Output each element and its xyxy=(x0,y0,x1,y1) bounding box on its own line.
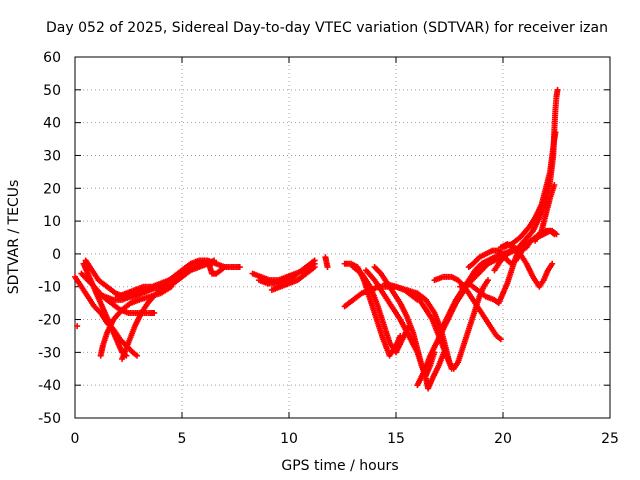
tick-labels: -50 -40 -30 -20 -10 0 10 20 30 40 50 60 0 5 10 15 20 25 xyxy=(38,50,619,447)
chart-title: Day 052 of 2025, Sidereal Day-to-day VTE… xyxy=(46,20,608,36)
y-tick-label: 50 xyxy=(43,83,61,99)
axis-ticks xyxy=(74,56,611,419)
data-point xyxy=(497,336,504,343)
data-point xyxy=(74,323,81,330)
y-tick-label: -10 xyxy=(38,280,61,296)
y-tick-label: 0 xyxy=(52,247,61,263)
y-tick-label: 40 xyxy=(43,116,61,132)
y-tick-label: 20 xyxy=(43,181,61,197)
x-tick-label: 20 xyxy=(494,431,512,447)
data-point xyxy=(485,277,492,284)
y-axis-label: SDTVAR / TECUs xyxy=(6,180,22,295)
grid-lines xyxy=(75,57,610,418)
x-tick-label: 25 xyxy=(601,431,619,447)
data-point xyxy=(549,260,556,267)
data-point xyxy=(553,231,560,238)
y-tick-label: 10 xyxy=(43,214,61,230)
y-tick-label: -30 xyxy=(38,345,61,361)
data-point xyxy=(448,365,455,372)
data-point xyxy=(236,264,243,271)
plot-frame xyxy=(74,56,611,419)
data-point xyxy=(554,86,561,93)
x-tick-label: 15 xyxy=(387,431,405,447)
y-tick-label: -40 xyxy=(38,378,61,394)
data-point xyxy=(311,264,318,271)
y-tick-label: 30 xyxy=(43,148,61,164)
y-tick-label: -50 xyxy=(38,411,61,427)
data-point xyxy=(324,264,331,271)
data-point xyxy=(551,181,558,188)
data-points xyxy=(72,86,561,392)
data-point xyxy=(311,257,318,264)
x-tick-label: 0 xyxy=(71,431,80,447)
y-tick-label: 60 xyxy=(43,50,61,66)
data-point xyxy=(221,264,228,271)
data-point xyxy=(134,352,141,359)
x-tick-label: 10 xyxy=(280,431,298,447)
x-tick-label: 5 xyxy=(178,431,187,447)
y-tick-label: -20 xyxy=(38,313,61,329)
x-axis-label: GPS time / hours xyxy=(281,458,398,474)
data-point xyxy=(151,309,158,316)
